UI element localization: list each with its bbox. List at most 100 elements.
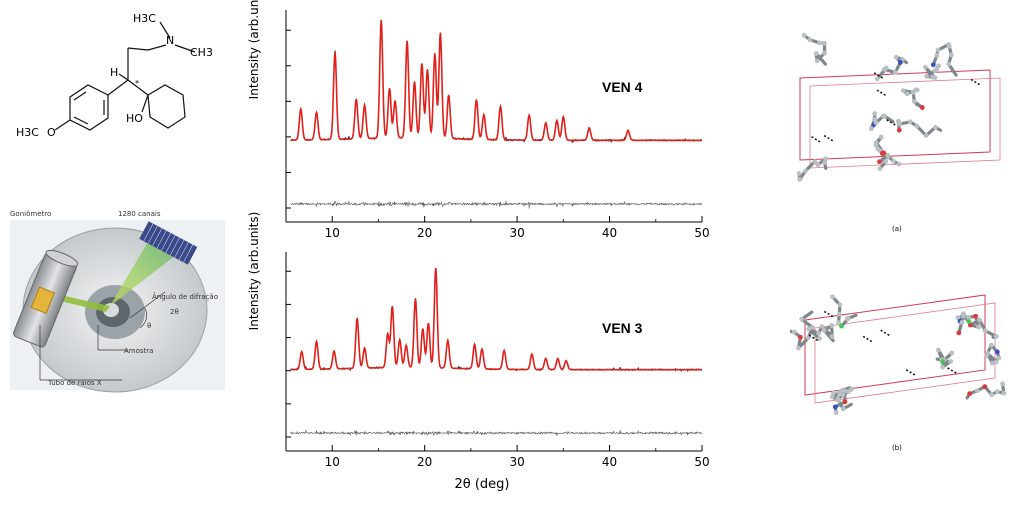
ven4-xtick-label: 40 <box>602 226 617 240</box>
crystal-a-atom <box>948 52 954 58</box>
crystal-b-atom <box>816 330 822 336</box>
crystal-b-hbond <box>880 329 892 337</box>
chiral-star: * <box>135 79 139 88</box>
crystal-a-atom <box>868 126 874 132</box>
crystal-a-atom <box>801 32 807 38</box>
crystal-a-hbond <box>886 119 898 127</box>
crystal-a-atom <box>896 127 902 133</box>
crystal-b-unit-cell-back <box>814 302 996 404</box>
ven4-label: VEN 4 <box>602 79 643 95</box>
ven4-xtick-label: 10 <box>325 226 340 240</box>
crystal-b-atom <box>839 323 844 329</box>
crystal-b-atom <box>988 342 994 348</box>
crystal-b-atom <box>791 329 797 335</box>
crystal-a-atom <box>893 54 899 60</box>
crystal-a-atom <box>874 76 880 82</box>
crystal-b-atom <box>982 328 988 334</box>
crystal-a-atom <box>933 124 938 130</box>
crystal-b-atom <box>940 359 946 364</box>
ven3-calculated-line <box>290 267 702 371</box>
crystal-b-atom <box>837 302 843 308</box>
crystal-b-atom <box>993 334 999 339</box>
crystal-a-atom <box>946 61 952 67</box>
crystal-b-atom <box>989 392 995 398</box>
crystal-a-atom <box>823 156 829 162</box>
crystal-a-atom <box>813 51 819 56</box>
crystal-b-atom <box>994 389 1000 395</box>
ven3-xtick-label: 10 <box>325 455 340 469</box>
crystal-a-atom <box>900 88 906 93</box>
ven3-xtick-label: 50 <box>694 455 709 469</box>
crystal-b-atom <box>967 322 973 328</box>
crystal-a-unit-cell-back <box>809 77 1001 169</box>
theta-label: θ <box>147 322 151 330</box>
crystal-a-atom <box>822 50 827 56</box>
crystal-b-atom <box>956 330 962 336</box>
crystal-b-atom <box>833 410 839 416</box>
crystal-a-atom <box>934 52 940 58</box>
crystal-a-atom <box>877 166 883 172</box>
diffraction-angle-label: Ângulo de difração <box>152 292 218 301</box>
crystal-a-atom <box>919 105 925 110</box>
crystal-b-atom <box>936 347 941 353</box>
crystal-a-atom <box>807 37 813 43</box>
crystal-a-atom <box>923 133 929 139</box>
crystal-a-atom <box>812 159 818 164</box>
crystal-a-hbond <box>876 89 888 97</box>
crystal-b-atom <box>796 345 801 351</box>
crystal-a-atom <box>911 99 917 104</box>
crystal-a-atom <box>922 64 928 70</box>
crystal-b-atom <box>989 360 995 366</box>
crystal-b-atom <box>973 313 978 319</box>
xrd-patterns: 10 20 30 40 50 10 20 30 40 50 VEN 4 VEN 3 Intens… <box>247 0 710 492</box>
crystal-a-atom <box>879 150 885 156</box>
crystal-a-atom <box>875 146 881 152</box>
crystal-a-atom <box>932 75 938 80</box>
crystal-a-atom <box>877 159 882 165</box>
crystal-b-atom <box>821 327 827 333</box>
crystal-b-atom <box>1000 381 1005 387</box>
crystal-b-atom <box>830 294 835 300</box>
crystal-a-atom <box>878 134 884 140</box>
crystal-b-atom <box>955 315 961 321</box>
ven4-xtick-label: 50 <box>694 226 709 240</box>
ylabel-top: Intensity (arb.units) <box>247 0 261 99</box>
crystal-packing-a: (a) <box>796 32 1001 233</box>
crystal-b-atom <box>845 316 851 322</box>
crystal-b-atom <box>974 388 980 394</box>
crystal-b-atom <box>949 350 955 356</box>
ven4-xtick-label: 20 <box>417 226 432 240</box>
crystal-b-hbond <box>905 369 917 377</box>
methoxy-label: H3C <box>16 126 39 139</box>
crystal-b-hbond <box>808 334 820 342</box>
goniometer-label: Goniômetro <box>10 210 51 218</box>
xlabel: 2θ (deg) <box>454 477 509 492</box>
crystal-label-a: (a) <box>892 225 902 233</box>
crystal-b-atom <box>977 317 982 323</box>
ch3-right-label: CH3 <box>190 46 213 59</box>
crystal-a-atom <box>932 68 938 73</box>
crystal-a-atom <box>892 70 898 75</box>
crystal-b-atom <box>836 311 842 317</box>
crystal-b-atom <box>799 316 805 322</box>
crystal-a-atom <box>936 63 942 69</box>
crystal-b-atom <box>965 314 971 320</box>
crystal-b-atom <box>829 323 835 328</box>
crystal-b-atom <box>940 364 945 370</box>
ch3-top-label: H3C <box>133 12 156 25</box>
crystal-a-atom <box>897 59 903 65</box>
crystal-a-atom <box>815 162 821 168</box>
crystal-b-atom <box>798 334 803 340</box>
crystal-b-atom <box>809 324 815 330</box>
ven4-xtick-label: 30 <box>509 226 524 240</box>
crystal-a-atom <box>817 40 823 46</box>
crystal-a-atom <box>904 91 910 97</box>
crystal-a-atom <box>930 62 936 68</box>
crystal-b-atom <box>836 390 842 395</box>
channels-label: 1280 canais <box>118 210 161 218</box>
crystal-a-atom <box>914 123 920 129</box>
crystal-b-atom <box>994 349 1000 355</box>
crystal-b-atom <box>842 388 848 394</box>
crystal-b-atom <box>976 324 981 330</box>
crystal-b-hbond <box>823 310 835 319</box>
